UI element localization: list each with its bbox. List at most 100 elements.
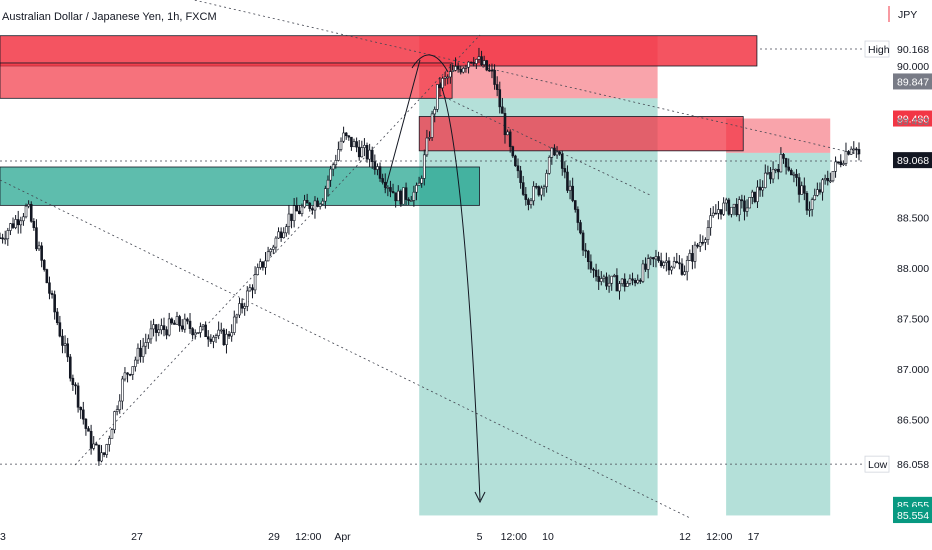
candle-body (352, 141, 356, 148)
drawn-arrow-down (439, 81, 481, 501)
candle-body (724, 199, 728, 204)
candle-body (576, 209, 580, 223)
candle-body (24, 205, 28, 218)
candle-body (40, 245, 43, 261)
candle-body (433, 109, 437, 115)
price-tag-box (893, 152, 932, 169)
candle-body (391, 191, 395, 194)
price-tag-value-text: 90.168 (897, 44, 929, 56)
y-tick-label: 86.500 (897, 415, 929, 427)
candle-body (436, 84, 439, 110)
candle-body (672, 261, 676, 268)
candle-body (71, 377, 75, 386)
candle-body (331, 164, 335, 170)
candle-body (618, 283, 621, 292)
candle-body (586, 250, 590, 262)
candle-body (430, 113, 434, 138)
x-tick-label: 10 (542, 531, 554, 543)
candle-body (620, 278, 624, 284)
candle-body (68, 356, 72, 379)
candle-body (714, 212, 718, 215)
candle-body (126, 372, 129, 375)
candle-body (58, 322, 62, 337)
candle-body (532, 185, 535, 202)
candle-body (475, 59, 478, 64)
candle-body (857, 149, 861, 155)
x-tick-label: 12:00 (706, 531, 732, 543)
candle-body (524, 194, 528, 200)
candle-body (154, 324, 158, 333)
candle-body (795, 173, 798, 178)
candle-body (495, 84, 499, 90)
candle-body (610, 275, 614, 284)
trendline-support (74, 34, 481, 466)
candle-body (266, 251, 270, 262)
candle-body (123, 372, 127, 380)
candle-body (105, 444, 109, 455)
candle-body (462, 68, 465, 73)
candle-body (685, 260, 689, 273)
candle-body (279, 231, 283, 238)
candle-body (147, 338, 150, 343)
candle-body (449, 71, 452, 78)
candle-body (599, 278, 603, 282)
candle-body (659, 260, 663, 266)
candle-body (22, 216, 25, 222)
candle-body (644, 263, 647, 270)
x-tick-label: 12:00 (501, 531, 527, 543)
candle-body (730, 206, 733, 215)
candle-body (704, 239, 707, 243)
candle-body (329, 168, 332, 181)
candle-body (732, 203, 736, 208)
candle-body (769, 172, 772, 180)
candle-body (797, 177, 801, 195)
price-tag-box (893, 110, 932, 127)
candle-body (748, 197, 751, 209)
candle-body (404, 187, 408, 200)
candle-body (199, 326, 202, 333)
candle-body (383, 182, 387, 188)
candle-body (357, 146, 361, 158)
candle-body (425, 137, 429, 156)
price-tag-value: 89.847 (897, 76, 929, 88)
candle-body (160, 325, 163, 331)
x-tick-label: 29 (268, 531, 280, 543)
candle-body (711, 212, 715, 216)
candle-body (222, 329, 226, 345)
candle-body (542, 186, 546, 189)
chart-title: Australian Dollar / Japanese Yen, 1h, FX… (2, 11, 217, 23)
candle-body (482, 60, 486, 65)
candle-body (235, 314, 239, 318)
candle-body (311, 208, 314, 211)
candle-body (355, 141, 358, 148)
candle-body (303, 200, 306, 208)
candle-body (602, 276, 606, 279)
candle-body (230, 332, 233, 337)
candle-body (113, 411, 116, 430)
candle-body (553, 147, 556, 156)
x-tick-label: Apr (334, 531, 351, 543)
candle-body (581, 232, 585, 251)
candle-body (594, 269, 598, 277)
candle-body (829, 180, 832, 183)
price-tag-box (893, 73, 932, 90)
candle-body (19, 220, 23, 226)
candle-body (701, 241, 705, 244)
candle-body (839, 161, 843, 165)
x-tick-label: 5 (477, 531, 483, 543)
price-tag-value-text: 86.058 (897, 459, 929, 471)
candle-body (152, 324, 155, 330)
candle-body (100, 452, 103, 462)
candle-body (342, 132, 345, 142)
candle-body (264, 260, 267, 268)
candle-body (74, 384, 77, 387)
candle-body (368, 149, 371, 160)
supply-zone-upper (0, 35, 758, 67)
supply-zone-lower (0, 62, 453, 99)
candle-body (245, 290, 249, 307)
candle-body (678, 262, 681, 265)
candle-body (386, 187, 390, 189)
candle-body (842, 163, 845, 165)
